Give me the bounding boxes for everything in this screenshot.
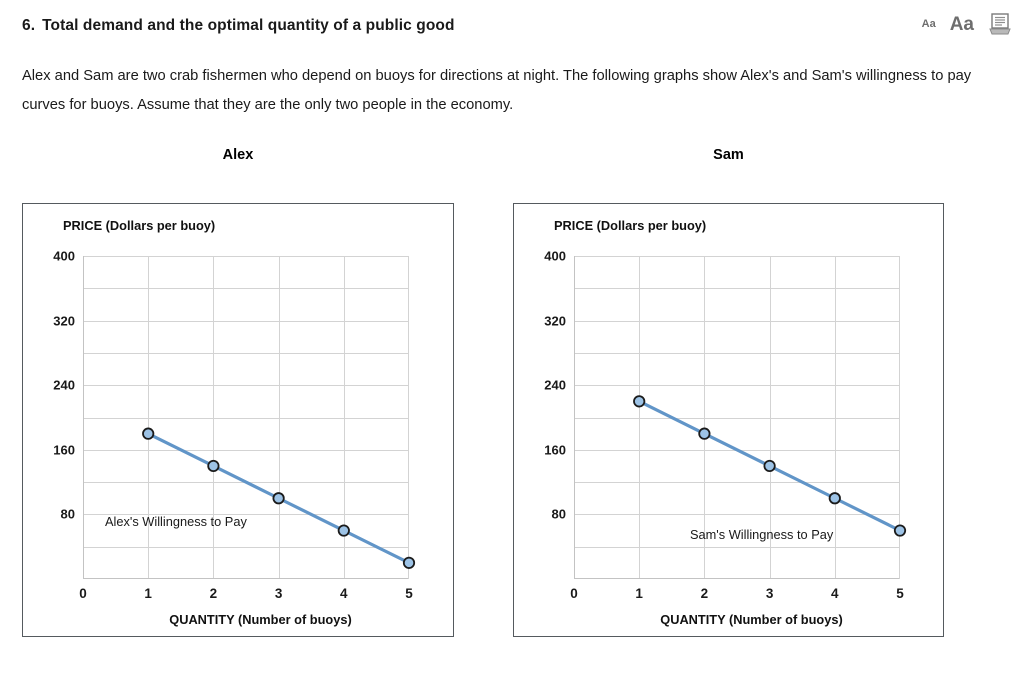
x-axis-tick-label: 3 xyxy=(274,586,283,601)
y-axis-title: PRICE (Dollars per buoy) xyxy=(63,218,216,233)
gridline-horizontal xyxy=(83,417,409,419)
chart-panel-alex: PRICE (Dollars per buoy) QUANTITY (Numbe… xyxy=(22,203,454,637)
gridline-horizontal xyxy=(83,449,409,451)
gridline-horizontal xyxy=(574,417,900,419)
data-point-marker[interactable] xyxy=(142,427,155,440)
y-axis-tick-label: 160 xyxy=(53,442,75,458)
data-point-marker[interactable] xyxy=(272,492,285,505)
print-icon[interactable] xyxy=(988,12,1012,36)
y-axis-tick-label: 320 xyxy=(53,313,75,329)
x-axis-tick-label: 1 xyxy=(635,586,643,601)
x-axis-tick-label: 4 xyxy=(340,586,348,601)
y-axis-title: PRICE (Dollars per buoy) xyxy=(554,218,707,233)
gridline-vertical xyxy=(343,256,345,579)
toolbar: Aa Aa xyxy=(922,12,1012,36)
data-point-marker[interactable] xyxy=(828,492,841,505)
x-axis-tick-label: 5 xyxy=(405,586,413,601)
x-axis-tick-label: 4 xyxy=(831,586,839,601)
y-axis-tick-label: 80 xyxy=(60,506,75,522)
gridline-horizontal xyxy=(83,385,409,387)
y-axis-tick-label: 160 xyxy=(544,442,566,458)
plot-area-alex xyxy=(83,256,416,579)
y-axis-tick-label: 240 xyxy=(544,377,566,393)
data-point-marker[interactable] xyxy=(633,395,646,408)
series-annotation-sam: Sam's Willingness to Pay xyxy=(690,527,834,542)
chart-panel-sam: PRICE (Dollars per buoy) QUANTITY (Numbe… xyxy=(513,203,944,637)
gridline-horizontal xyxy=(574,514,900,516)
page-title: 6. Total demand and the optimal quantity … xyxy=(22,17,455,35)
x-axis-title: QUANTITY (Number of buoys) xyxy=(169,612,352,627)
y-axis-tick-label: 320 xyxy=(544,313,566,329)
gridline-horizontal xyxy=(574,352,900,354)
gridline-horizontal xyxy=(83,256,409,257)
gridline-horizontal xyxy=(574,256,900,257)
data-point-marker[interactable] xyxy=(207,459,220,473)
gridline-vertical xyxy=(769,256,771,579)
gridline-horizontal xyxy=(83,546,409,548)
series-annotation-alex: Alex's Willingness to Pay xyxy=(105,514,247,529)
x-axis-title: QUANTITY (Number of buoys) xyxy=(660,612,843,627)
x-axis-tick-label: 1 xyxy=(144,586,152,601)
gridline-horizontal xyxy=(83,514,409,516)
increase-font-size-button[interactable]: Aa xyxy=(949,13,974,35)
gridline-horizontal xyxy=(83,288,409,290)
x-axis-tick-label: 2 xyxy=(700,586,709,601)
y-axis-tick-label: 240 xyxy=(53,377,75,393)
gridline-vertical xyxy=(704,256,706,579)
x-axis-tick-label: 0 xyxy=(570,586,578,601)
x-axis-tick-label: 3 xyxy=(765,586,774,601)
x-axis-tick-label: 5 xyxy=(896,586,904,601)
series-line-alex xyxy=(142,427,416,569)
y-axis-tick-label: 400 xyxy=(544,248,566,264)
gridline-horizontal xyxy=(83,352,409,354)
decrease-font-size-button[interactable]: Aa xyxy=(921,17,936,30)
plot-area-sam xyxy=(574,256,907,579)
intro-paragraph: Alex and Sam are two crab fishermen who … xyxy=(22,68,972,113)
x-axis-tick-label: 0 xyxy=(79,586,87,601)
chart-title-sam: Sam xyxy=(713,147,744,163)
gridline-vertical xyxy=(408,256,409,579)
gridline-horizontal xyxy=(574,320,900,322)
question-title-text: Total demand and the optimal quantity of… xyxy=(42,17,455,34)
gridline-horizontal xyxy=(83,320,409,322)
gridline-vertical xyxy=(213,256,215,579)
gridline-horizontal xyxy=(574,546,900,548)
gridline-vertical xyxy=(148,256,150,579)
gridline-horizontal xyxy=(574,385,900,387)
data-point-marker[interactable] xyxy=(763,459,776,473)
question-number: 6. xyxy=(22,17,36,34)
x-axis-line xyxy=(574,578,900,579)
y-axis-line xyxy=(574,256,575,579)
x-axis-tick-label: 2 xyxy=(209,586,218,601)
data-point-marker[interactable] xyxy=(893,524,907,537)
page-header: 6. Total demand and the optimal quantity … xyxy=(0,0,1024,50)
x-axis-line xyxy=(83,578,409,579)
y-axis-line xyxy=(83,256,84,579)
data-point-marker[interactable] xyxy=(402,556,416,569)
gridline-vertical xyxy=(899,256,900,579)
data-point-marker[interactable] xyxy=(337,524,350,537)
gridline-vertical xyxy=(834,256,836,579)
gridline-horizontal xyxy=(574,482,900,484)
y-axis-tick-label: 400 xyxy=(53,248,75,264)
series-line-sam xyxy=(633,395,907,537)
chart-title-alex: Alex xyxy=(222,147,254,163)
gridline-vertical xyxy=(278,256,280,579)
y-axis-tick-label: 80 xyxy=(551,506,566,522)
gridline-horizontal xyxy=(574,288,900,290)
gridline-vertical xyxy=(639,256,641,579)
data-point-marker[interactable] xyxy=(698,427,711,440)
